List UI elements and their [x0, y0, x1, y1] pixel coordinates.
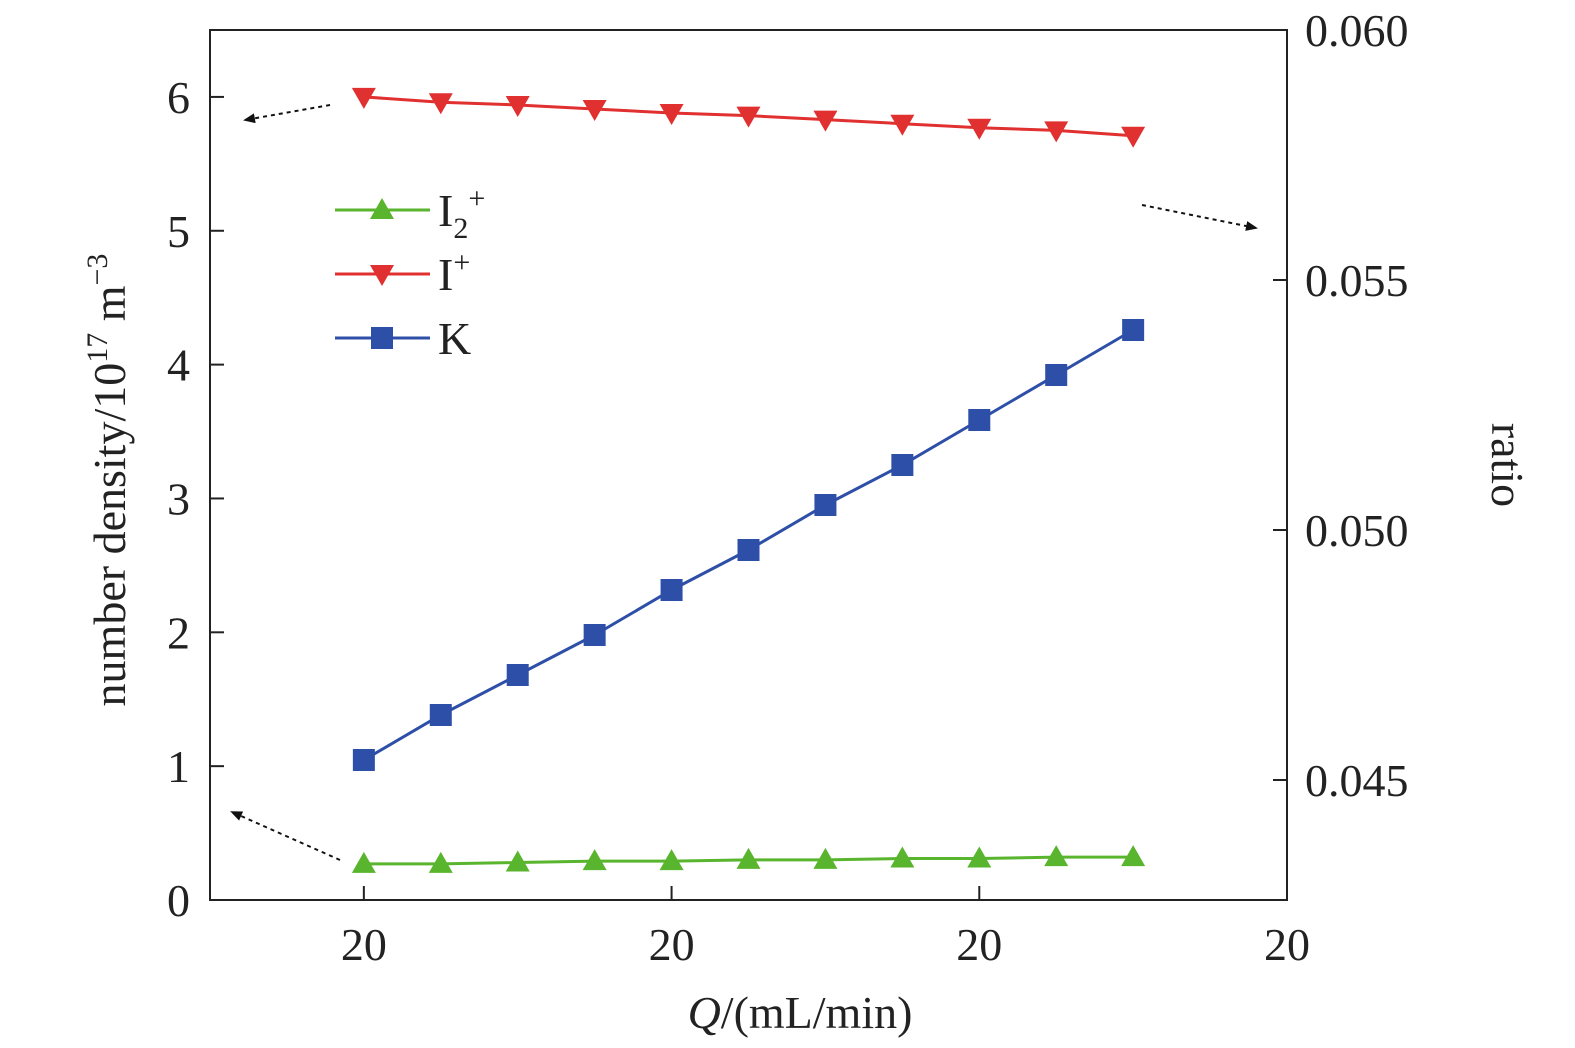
data-point-i2 [967, 846, 992, 868]
y-axis-right: 0.045 0.050 0.055 0.060 [1273, 5, 1409, 806]
data-point-k [737, 539, 760, 561]
data-point-k [891, 454, 914, 476]
x-axis-label: Q/(mL/min) [688, 987, 913, 1038]
x-axis: 20 20 20 20 [341, 886, 1310, 970]
data-point-k [814, 494, 837, 516]
legend-marker [370, 198, 394, 219]
data-point-i2 [1044, 845, 1069, 867]
y-right-tick-label: 0.050 [1305, 505, 1409, 556]
data-point-k [583, 624, 606, 646]
y-axis-left-label: number density/1017 m−3 [81, 254, 135, 707]
y-left-tick-label: 2 [167, 607, 190, 658]
data-point-i2 [351, 851, 376, 873]
data-point-i [582, 99, 607, 121]
y-right-tick-label: 0.055 [1305, 255, 1409, 306]
data-point-k [660, 579, 683, 601]
data-point-i2 [659, 849, 684, 871]
i-plus-left-axis-arrow [243, 104, 331, 124]
legend-marker [371, 327, 393, 349]
data-point-i [428, 93, 453, 115]
data-point-i [890, 114, 915, 136]
i2-plus-left-axis-arrow [230, 811, 341, 861]
data-point-i [659, 103, 684, 125]
data-point-i [505, 95, 530, 117]
data-point-k [1122, 319, 1145, 341]
data-point-k [1045, 364, 1068, 386]
y-left-tick-label: 0 [167, 875, 190, 926]
data-point-i2 [582, 849, 607, 871]
data-point-i2 [505, 850, 530, 872]
y-left-tick-label: 5 [167, 206, 190, 257]
series-k [352, 319, 1145, 771]
y-left-tick-label: 4 [167, 340, 190, 391]
data-point-i2 [1121, 845, 1146, 867]
series-layer [351, 87, 1146, 873]
series-i [351, 87, 1146, 148]
data-point-i [351, 87, 376, 109]
x-tick-label: 20 [1264, 919, 1310, 970]
legend-item-i: I+ [335, 246, 470, 300]
data-point-i2 [813, 847, 838, 869]
series-i2 [351, 845, 1146, 873]
data-point-i [736, 106, 761, 128]
legend-label: K [438, 313, 471, 364]
plot-frame [209, 29, 1288, 901]
data-point-i [813, 110, 838, 132]
y-left-tick-label: 1 [167, 741, 190, 792]
x-tick-label: 20 [956, 919, 1002, 970]
data-point-k [352, 749, 375, 771]
legend-item-i2: I2+ [335, 182, 485, 245]
x-tick-label: 20 [649, 919, 695, 970]
y-left-tick-label: 6 [167, 72, 190, 123]
legend-item-k: K [335, 313, 471, 364]
data-point-i2 [736, 847, 761, 869]
y-left-tick-label: 3 [167, 473, 190, 524]
axis-indicator-arrows [230, 104, 1258, 861]
legend-marker [370, 265, 394, 286]
y-axis-right-label: ratio [1482, 423, 1533, 507]
data-point-k [429, 704, 452, 726]
data-point-i [967, 118, 992, 140]
k-right-axis-arrow [1141, 204, 1258, 231]
y-right-tick-label: 0.045 [1305, 755, 1409, 806]
legend-label: I2+ [438, 182, 485, 245]
x-tick-label: 20 [341, 919, 387, 970]
data-point-i [1044, 121, 1069, 143]
data-point-i2 [428, 851, 453, 873]
legend: I2+I+ K [335, 182, 485, 364]
plot-border [209, 29, 1288, 901]
legend-label: I+ [438, 246, 470, 300]
y-right-tick-label: 0.060 [1305, 5, 1409, 56]
data-point-k [506, 664, 529, 686]
data-point-k [968, 409, 991, 431]
y-axis-left: 0 1 2 3 4 5 6 [167, 72, 224, 926]
data-point-i [1121, 126, 1146, 148]
data-point-i2 [890, 846, 915, 868]
